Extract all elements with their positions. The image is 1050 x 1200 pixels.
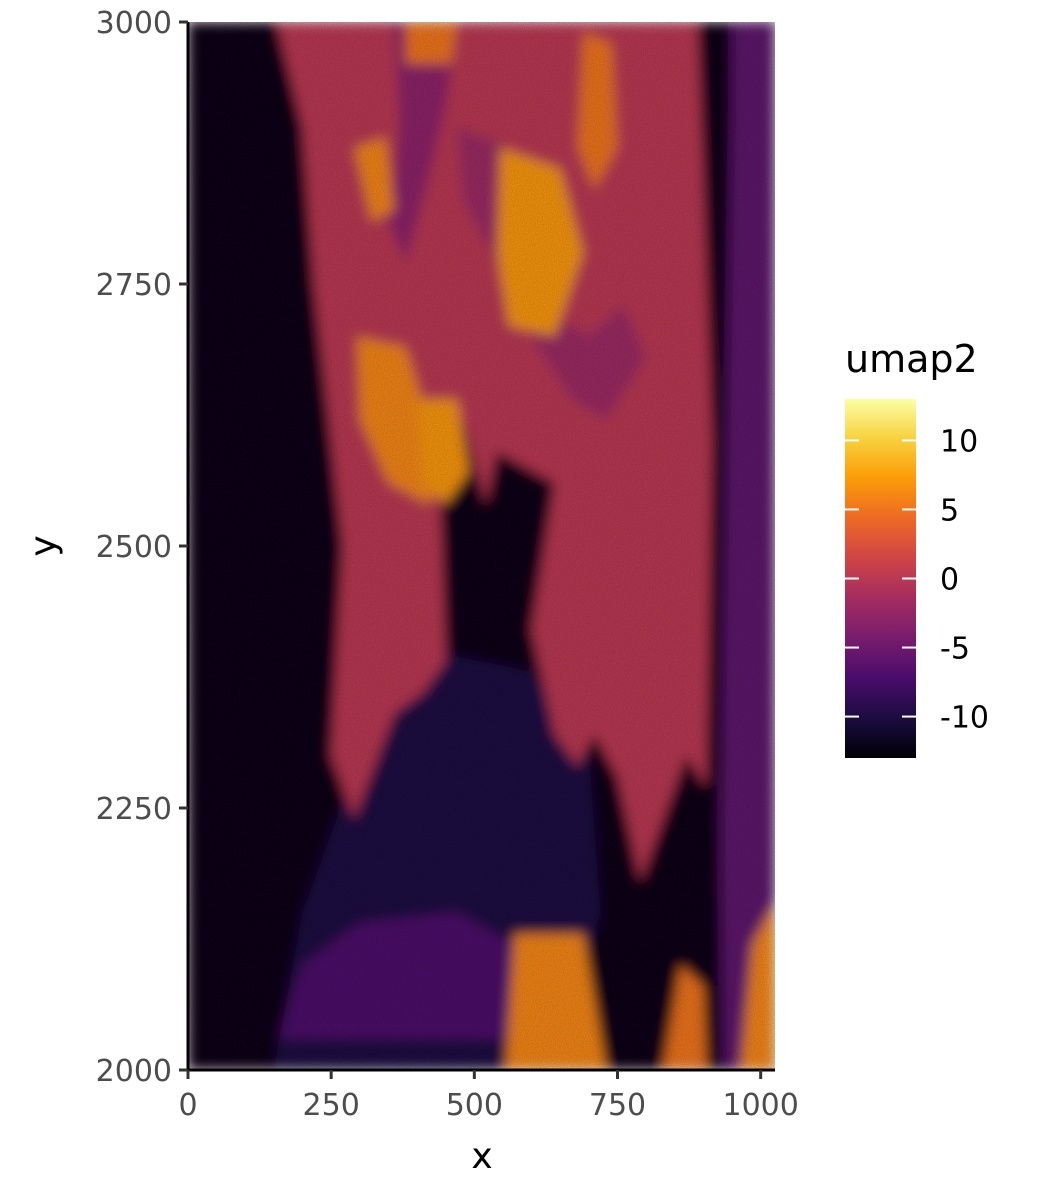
y-tick-label: 3000 <box>96 6 172 41</box>
x-tick-label: 250 <box>303 1088 360 1123</box>
x-axis-title: x <box>471 1136 492 1177</box>
colorbar-tick-label: -10 <box>940 701 989 736</box>
legend-title: umap2 <box>845 337 978 381</box>
y-tick-label: 2750 <box>96 268 172 303</box>
y-tick-label: 2250 <box>96 792 172 827</box>
heatmap-panel <box>188 22 775 1070</box>
colorbar-tick-label: 10 <box>940 424 978 459</box>
colorbar-legend: umap2 10 5 0 -5 -10 <box>845 337 989 758</box>
colorbar-tick-label: -5 <box>940 632 970 667</box>
x-tick-label: 500 <box>446 1088 503 1123</box>
y-tick-label: 2500 <box>96 530 172 565</box>
x-tick-label: 750 <box>589 1088 646 1123</box>
y-axis-title: y <box>23 535 64 556</box>
axes: 0 250 500 750 1000 2000 2250 2500 2750 3000 <box>96 6 799 1123</box>
x-tick-label: 0 <box>178 1088 197 1123</box>
colorbar-ticks: 10 5 0 -5 -10 <box>845 424 989 736</box>
colorbar-tick-label: 5 <box>940 493 959 528</box>
texture-overlay <box>188 22 775 1070</box>
y-tick-label: 2000 <box>96 1054 172 1089</box>
colorbar-tick-label: 0 <box>940 563 959 598</box>
x-tick-label: 1000 <box>723 1088 799 1123</box>
